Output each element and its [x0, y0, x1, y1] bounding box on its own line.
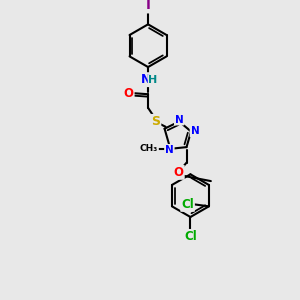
Text: N: N — [175, 115, 184, 124]
Text: I: I — [146, 0, 151, 12]
Text: N: N — [165, 145, 174, 155]
Text: Cl: Cl — [184, 230, 197, 243]
Text: N: N — [141, 73, 151, 86]
Text: CH₃: CH₃ — [140, 144, 158, 153]
Text: N: N — [190, 127, 199, 136]
Text: Cl: Cl — [181, 198, 194, 211]
Text: S: S — [151, 115, 160, 128]
Text: O: O — [124, 87, 134, 100]
Text: H: H — [148, 75, 158, 85]
Text: O: O — [174, 166, 184, 179]
